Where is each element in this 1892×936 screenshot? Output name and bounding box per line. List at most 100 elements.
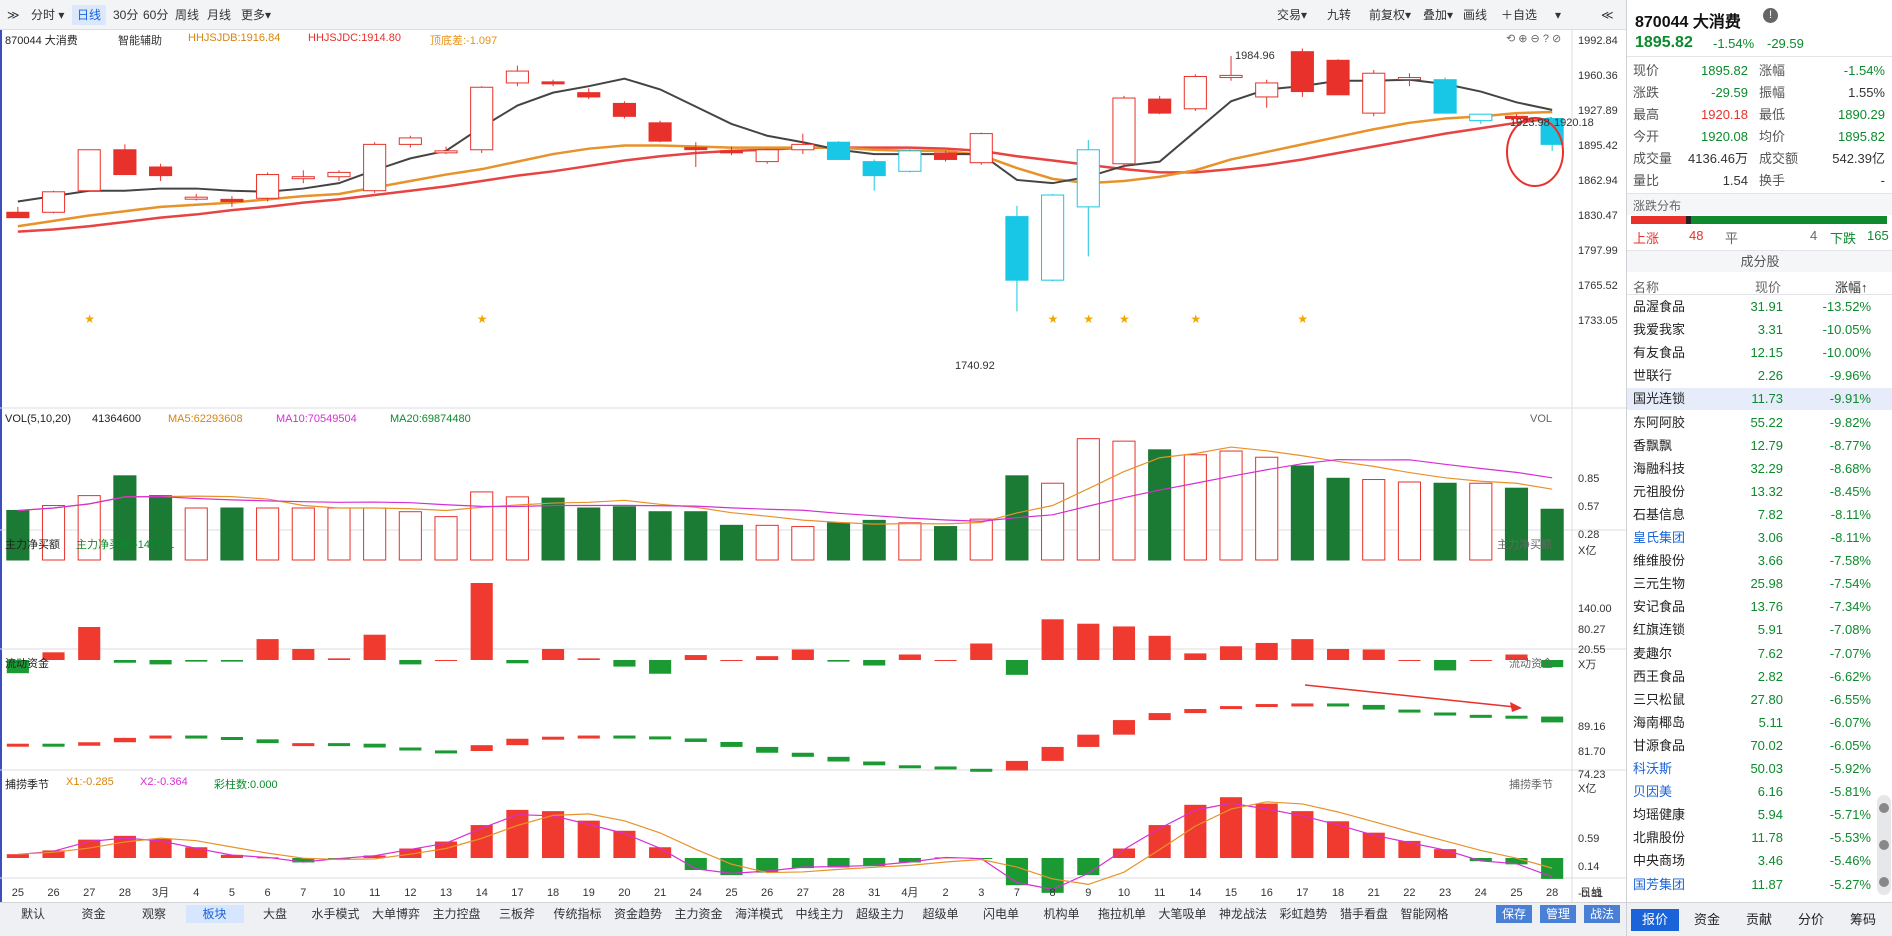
indicator-tab[interactable]: 主力控盘	[432, 907, 481, 921]
nine-turn-button[interactable]: 九转	[1327, 8, 1352, 22]
indicator-tab[interactable]: 资金	[81, 907, 106, 921]
stock-row[interactable]: 三只松鼠 27.80 -6.55%	[1627, 689, 1892, 711]
capture-bar	[220, 854, 243, 858]
x-axis-date: 19	[583, 887, 595, 899]
indicator-tab[interactable]: 彩虹趋势	[1279, 907, 1328, 921]
tab-chips[interactable]: 筹码	[1849, 912, 1876, 927]
indicator-tab[interactable]: 猎手看盘	[1339, 907, 1388, 921]
x-axis-date: 24	[1475, 887, 1487, 899]
tab-monthly[interactable]: 月线	[207, 8, 232, 22]
stock-row[interactable]: 我爱我家 3.31 -10.05%	[1627, 319, 1892, 341]
indicator-tab[interactable]: 神龙战法	[1218, 907, 1267, 921]
manage-button[interactable]: 管理	[1540, 905, 1577, 923]
assist-toggle[interactable]: 智能辅助	[118, 35, 162, 47]
overlay-dropdown[interactable]: 叠加▾	[1423, 8, 1454, 22]
tab-daily[interactable]: 日线	[72, 5, 107, 25]
stock-row[interactable]: 中央商场 3.46 -5.46%	[1627, 850, 1892, 872]
indicator-tab[interactable]: 超级主力	[855, 907, 904, 921]
indicator-tab[interactable]: 超级单	[922, 907, 959, 921]
net-buy-bar	[1327, 649, 1350, 660]
stock-row[interactable]: 海南椰岛 5.11 -6.07%	[1627, 712, 1892, 734]
chart-area[interactable]: 1992.84 1960.36 1927.89 1895.42 1862.94 1830.…	[0, 30, 1626, 902]
indicator-tab[interactable]: 板块	[185, 905, 244, 923]
capture-bar	[1434, 849, 1457, 858]
scrollbar[interactable]	[1877, 795, 1891, 895]
stock-row[interactable]: 红旗连锁 5.91 -7.08%	[1627, 619, 1892, 641]
tab-intraday[interactable]: 分时 ▾	[31, 8, 65, 22]
stock-row[interactable]: 香飘飘 12.79 -8.77%	[1627, 435, 1892, 457]
net-buy-bar	[649, 660, 672, 674]
stock-row[interactable]: 北鼎股份 11.78 -5.53%	[1627, 827, 1892, 849]
net-buy-bar	[149, 660, 172, 665]
indicator-tab[interactable]: 大盘	[262, 907, 287, 921]
pre-adjust-dropdown[interactable]: 前复权▾	[1369, 8, 1412, 22]
indicator-tab[interactable]: 中线主力	[795, 907, 844, 921]
collapse-right-icon[interactable]: ≪	[1601, 8, 1614, 22]
kline-chart[interactable]: 1992.841960.361927.891895.421862.941830.…	[0, 30, 1626, 902]
stock-row[interactable]: 石基信息 7.82 -8.11%	[1627, 504, 1892, 526]
chart-tools-icons[interactable]: ⟲ ⊕ ⊖ ? ⊘	[1506, 33, 1562, 45]
stock-row[interactable]: 贝因美 6.16 -5.81%	[1627, 781, 1892, 803]
volume-bar	[1290, 465, 1314, 561]
stock-row[interactable]: 甘源食品 70.02 -6.05%	[1627, 735, 1892, 757]
stock-row[interactable]: 科沃斯 50.03 -5.92%	[1627, 758, 1892, 780]
stock-row[interactable]: 麦趣尔 7.62 -7.07%	[1627, 643, 1892, 665]
stock-row[interactable]: 国芳集团 11.87 -5.27%	[1627, 874, 1892, 896]
tab-weekly[interactable]: 周线	[175, 8, 200, 22]
down-count: 165	[1867, 228, 1889, 243]
watchlist-dropdown[interactable]: ▾	[1555, 8, 1562, 22]
indicator-tab[interactable]: 资金趋势	[613, 907, 662, 921]
indicator-tab[interactable]: 主力资金	[674, 907, 723, 921]
stock-row[interactable]: 有友食品 12.15 -10.00%	[1627, 342, 1892, 364]
net-buy-bar	[898, 654, 921, 660]
indicator-tab[interactable]: 观察	[141, 907, 166, 921]
candle-body	[220, 198, 244, 202]
indicator-tab[interactable]: 大单博弈	[371, 907, 420, 921]
tab-contrib[interactable]: 贡献	[1745, 912, 1772, 927]
stock-row[interactable]: 元祖股份 13.32 -8.45%	[1627, 481, 1892, 503]
stock-row[interactable]: 维维股份 3.66 -7.58%	[1627, 550, 1892, 572]
indicator-tab[interactable]: 水手模式	[311, 907, 360, 921]
add-watchlist-button[interactable]: ＋自选	[1501, 8, 1538, 22]
tab-funds[interactable]: 资金	[1693, 912, 1720, 927]
stock-row[interactable]: 安记食品 13.76 -7.34%	[1627, 596, 1892, 618]
save-button[interactable]: 保存	[1496, 905, 1533, 923]
tab-price-dist[interactable]: 分价	[1797, 912, 1824, 927]
stock-row[interactable]: 三元生物 25.98 -7.54%	[1627, 573, 1892, 595]
net-buy-bar	[256, 639, 279, 660]
more-dropdown[interactable]: 更多▾	[241, 8, 272, 22]
tab-quote[interactable]: 报价	[1631, 909, 1679, 931]
stock-price: 27.80	[1750, 691, 1783, 707]
tab-60min[interactable]: 60分	[143, 8, 169, 22]
flow-bar	[577, 735, 600, 739]
indicator-tab[interactable]: 大笔吸单	[1158, 907, 1207, 921]
indicator-tab[interactable]: 默认	[20, 907, 45, 921]
trade-button[interactable]: 交易▾	[1277, 8, 1308, 22]
stock-row[interactable]: 东阿阿胶 55.22 -9.82%	[1627, 412, 1892, 434]
stock-row[interactable]: 皇氏集团 3.06 -8.11%	[1627, 527, 1892, 549]
info-icon[interactable]: !	[1763, 8, 1778, 23]
strategy-button[interactable]: 战法	[1584, 905, 1621, 923]
indicator-tab[interactable]: 传统指标	[553, 907, 602, 921]
indicator-tab[interactable]: 闪电单	[982, 907, 1019, 921]
indicator-tab[interactable]: 智能网格	[1400, 907, 1449, 921]
stock-row[interactable]: 西王食品 2.82 -6.62%	[1627, 666, 1892, 688]
tab-30min[interactable]: 30分	[113, 8, 139, 22]
collapse-left-icon[interactable]: ≫	[7, 8, 20, 22]
indicator-tab[interactable]: 海洋模式	[734, 907, 783, 921]
indicator-tab[interactable]: 机构单	[1043, 907, 1080, 921]
indicator-tab[interactable]: 拖拉机单	[1097, 907, 1146, 921]
side-title: 870044 大消费	[1635, 14, 1741, 31]
stock-row[interactable]: 海融科技 32.29 -8.68%	[1627, 458, 1892, 480]
stock-row[interactable]: 均瑶健康 5.94 -5.71%	[1627, 804, 1892, 826]
flow-bar	[791, 752, 814, 757]
ma-red-line	[17, 117, 1553, 233]
cap-axis-tick: 0.59	[1578, 833, 1599, 845]
drawline-button[interactable]: 画线	[1463, 8, 1488, 22]
indicator-tab[interactable]: 三板斧	[498, 907, 535, 921]
stock-row[interactable]: 品渥食品 31.91 -13.52%	[1627, 296, 1892, 318]
stock-row[interactable]: 世联行 2.26 -9.96%	[1627, 365, 1892, 387]
capture-bar	[6, 854, 29, 858]
stock-row[interactable]: 国光连锁 11.73 -9.91%	[1627, 388, 1892, 411]
price-axis-tick: 1992.84	[1578, 35, 1618, 47]
